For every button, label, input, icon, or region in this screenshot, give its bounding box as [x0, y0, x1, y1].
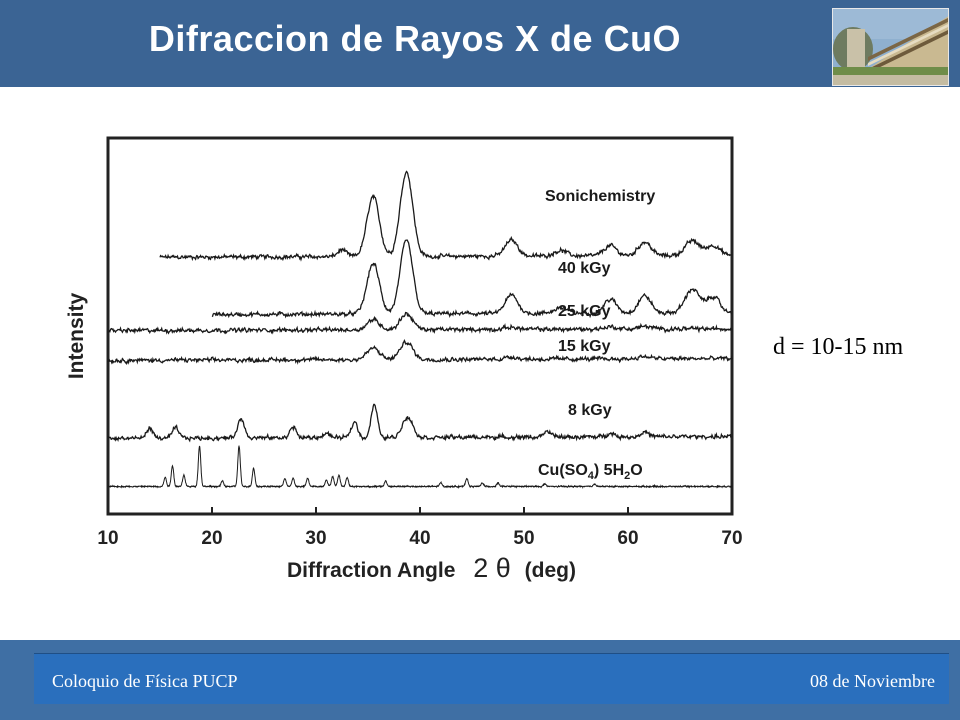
series-label: Sonichemistry [545, 188, 655, 205]
x-tick-label: 10 [97, 528, 118, 549]
x-tick-label: 30 [305, 528, 326, 549]
footer-date: 08 de Noviembre [810, 671, 935, 691]
x-axis-unit: (deg) [525, 559, 576, 582]
footer-bar: Coloquio de Física PUCP 08 de Noviembre [34, 653, 949, 704]
header-bar: Difraccion de Rayos X de CuO [0, 0, 960, 87]
footer-left-text: Coloquio de Física PUCP [52, 671, 238, 691]
series-label: 8 kGy [568, 402, 612, 419]
series-line [107, 444, 733, 490]
x-tick-label: 40 [409, 528, 430, 549]
x-axis-label: Diffraction Angle 2 θ (deg) [287, 553, 576, 583]
series-line [159, 170, 732, 262]
slide-title: Difraccion de Rayos X de CuO [148, 18, 682, 59]
series-line [107, 403, 733, 443]
y-axis-label: Intensity [65, 293, 88, 380]
series-label: 40 kGy [558, 260, 611, 277]
series-label: Cu(SO4) 5H2O [538, 462, 643, 482]
x-tick-label: 50 [513, 528, 534, 549]
x-tick-label: 20 [201, 528, 222, 549]
size-annotation: d = 10-15 nm [773, 334, 904, 360]
series-line [107, 339, 733, 366]
xrd-chart: Sonichemistry 40 kGy 25 kGy 15 kGy 8 kGy Cu(S… [55, 120, 755, 590]
series-line [107, 311, 733, 335]
series-line [211, 239, 733, 319]
series-label: 25 kGy [558, 303, 611, 320]
x-axis-symbol: 2 θ [473, 553, 511, 583]
x-tick-label: 70 [721, 528, 742, 549]
series-label: 15 kGy [558, 338, 611, 355]
x-axis-label-text: Diffraction Angle [287, 559, 455, 582]
building-photo [832, 8, 949, 86]
x-tick-label: 60 [617, 528, 638, 549]
chart-svg: Sonichemistry 40 kGy 25 kGy 15 kGy 8 kGy Cu(S… [65, 136, 743, 583]
